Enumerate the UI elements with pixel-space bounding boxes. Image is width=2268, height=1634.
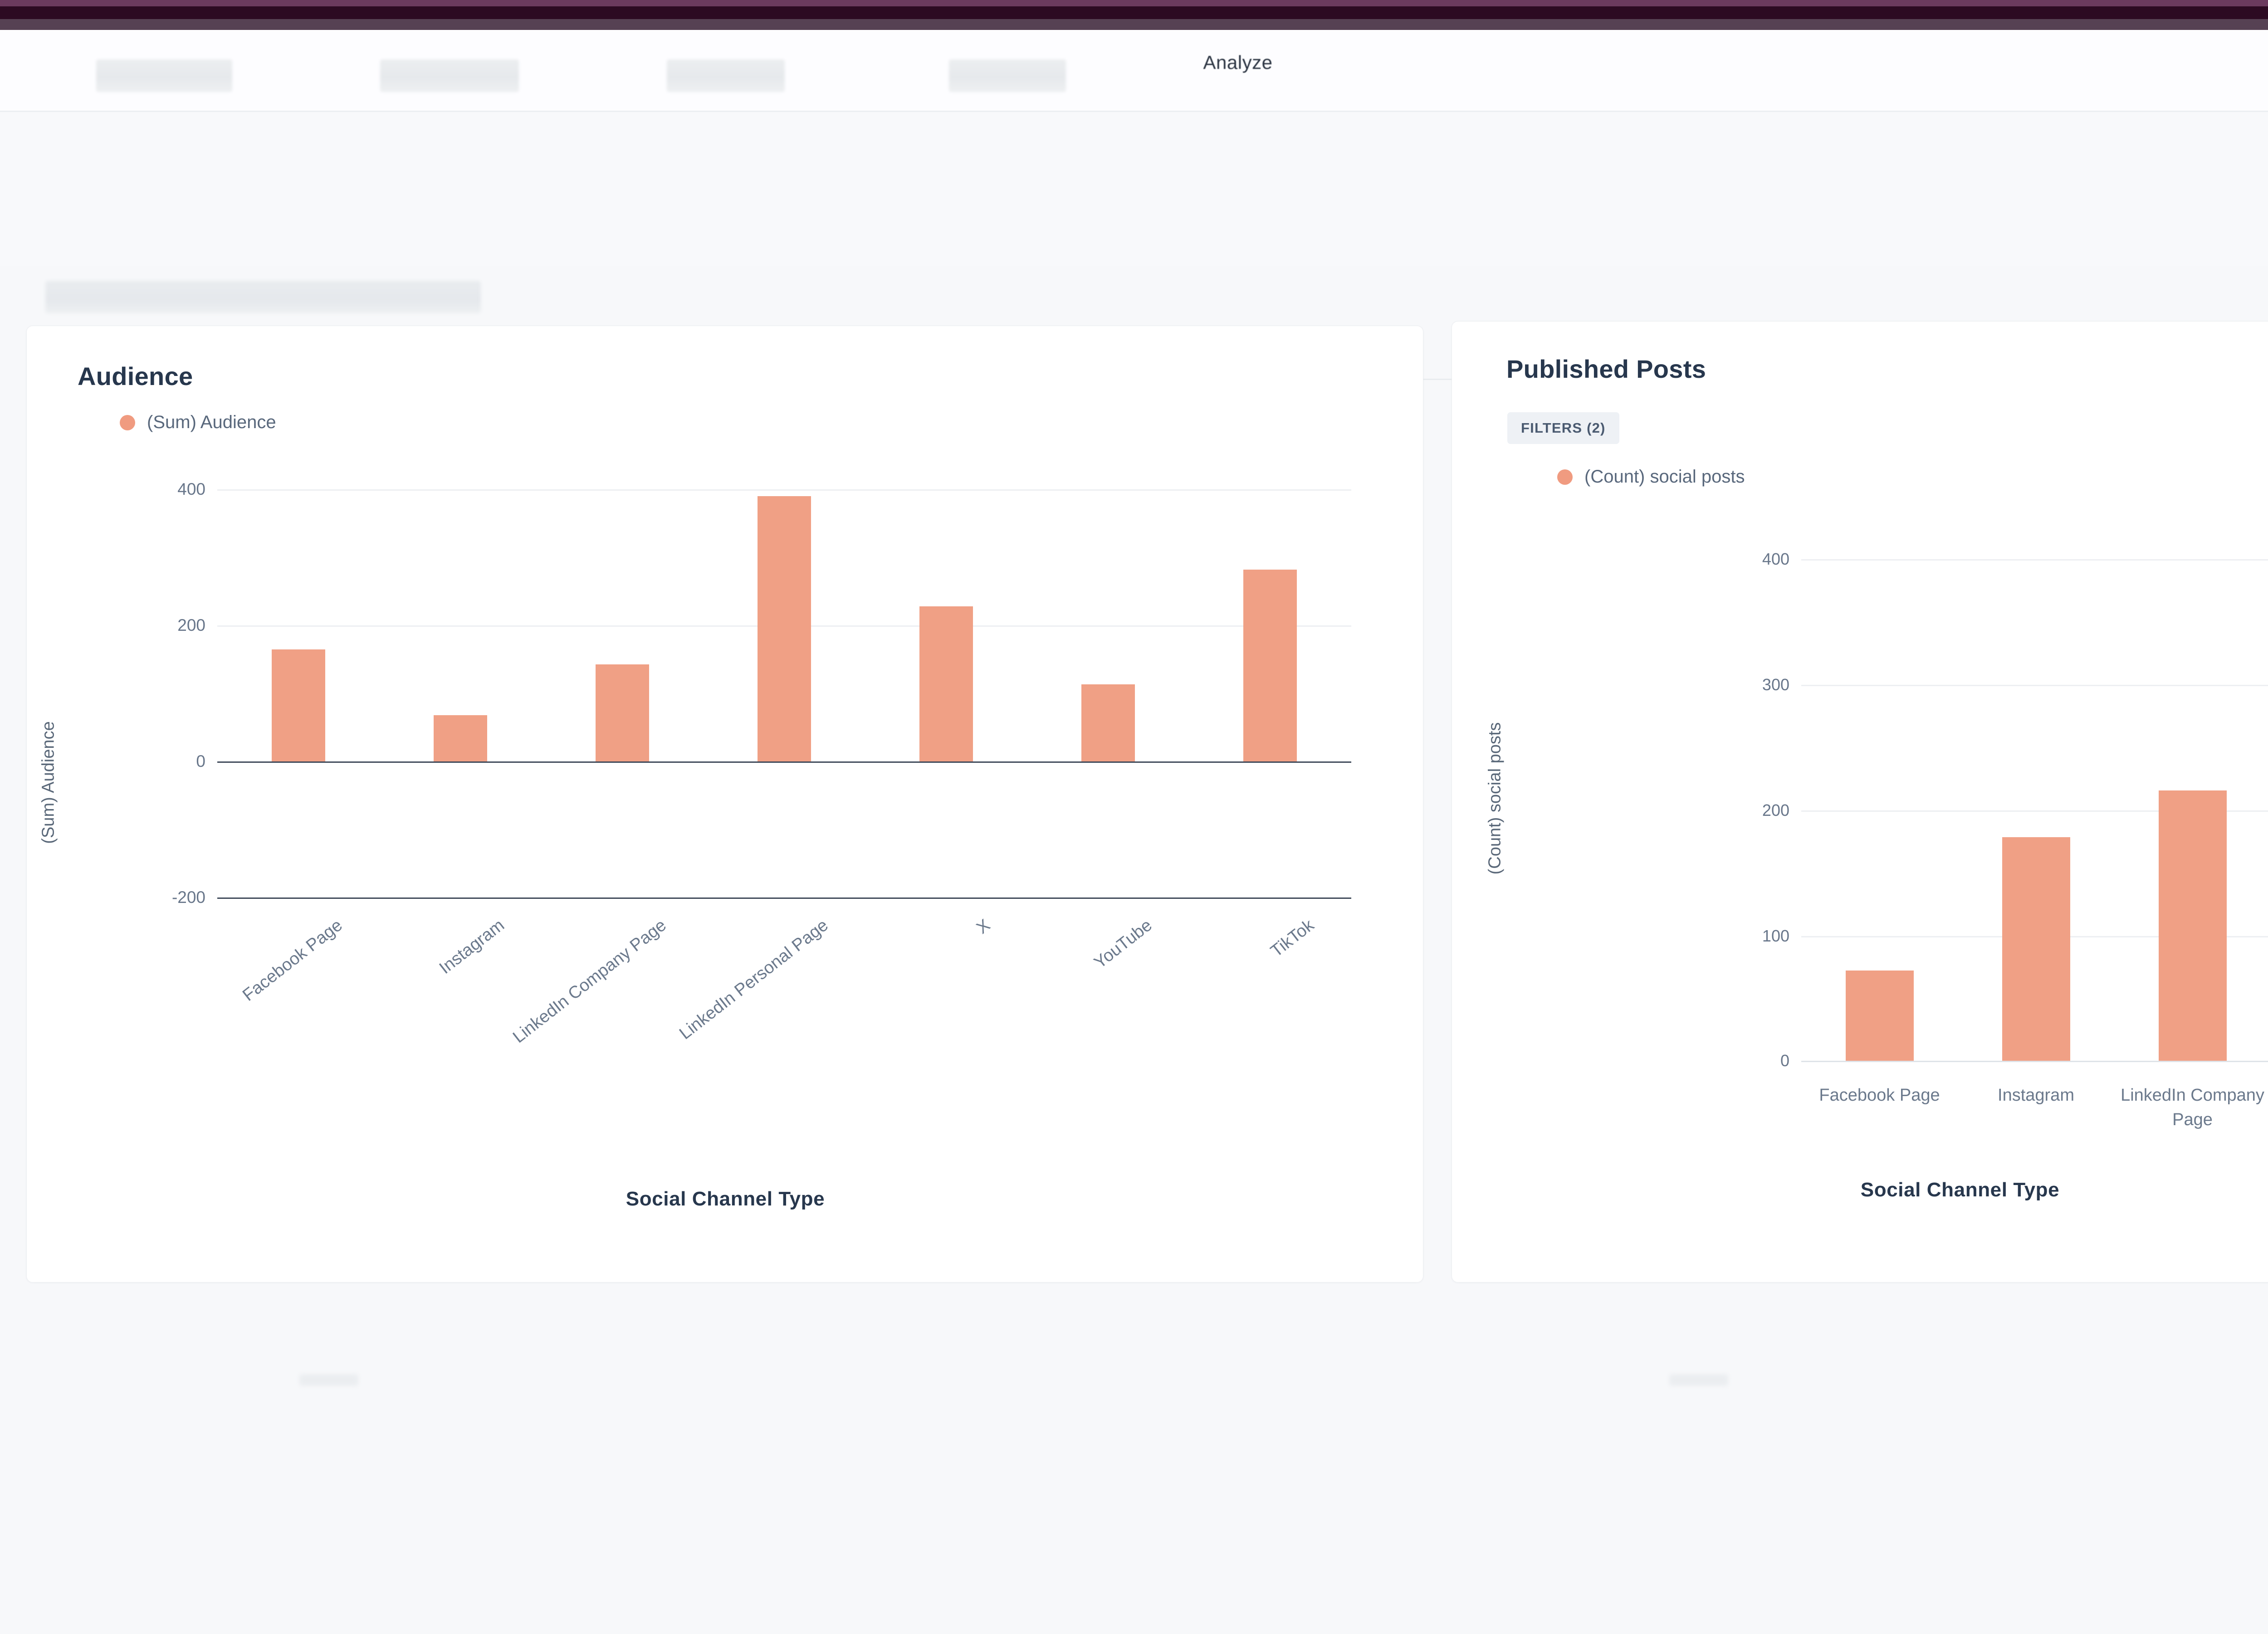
audience-xlabel-linkedin-company-page: LinkedIn Company Page bbox=[509, 916, 670, 1047]
published-posts-card-title: Published Posts bbox=[1506, 355, 1706, 383]
posts-ytick-100: 100 bbox=[1762, 927, 1789, 945]
posts-ytick-300: 300 bbox=[1762, 675, 1789, 694]
redacted-label-block bbox=[96, 59, 232, 92]
published-posts-legend-label: (Count) social posts bbox=[1584, 467, 1745, 487]
bottom-ghost-element-left bbox=[299, 1374, 358, 1386]
audience-xlabel-facebook-page: Facebook Page bbox=[239, 916, 346, 1005]
posts-bar-slot bbox=[2114, 521, 2268, 1061]
gridline-200 bbox=[1801, 810, 2268, 812]
nav-tab-redacted-1[interactable] bbox=[96, 56, 232, 95]
posts-bar-instagram[interactable] bbox=[2002, 837, 2070, 1061]
nav-tab-redacted-4[interactable] bbox=[949, 56, 1066, 95]
audience-bar-slot bbox=[703, 489, 865, 761]
published-posts-x-tick-labels: Facebook Page Instagram LinkedIn Company… bbox=[1801, 1083, 2268, 1132]
browser-chrome-accent-strip bbox=[0, 0, 2268, 6]
audience-legend-label: (Sum) Audience bbox=[147, 412, 276, 432]
audience-xlabel-linkedin-personal-page: LinkedIn Personal Page bbox=[676, 916, 832, 1044]
audience-xlabel-x: X bbox=[973, 916, 994, 938]
published-posts-chart-card: Published Posts FILTERS (2) (Count) soci… bbox=[1452, 321, 2268, 1283]
posts-bar-linkedin-company-page[interactable] bbox=[2158, 790, 2227, 1061]
audience-bar-slot bbox=[379, 489, 541, 761]
published-posts-bar-group bbox=[1801, 521, 2268, 1061]
audience-bar-slot bbox=[865, 489, 1027, 761]
audience-bar-youtube[interactable] bbox=[1081, 684, 1135, 761]
nav-divider bbox=[0, 111, 2268, 112]
nav-tab-analyze-label: Analyze bbox=[1203, 52, 1273, 73]
nav-tab-list: Analyze bbox=[0, 30, 2268, 122]
bottom-ghost-element-right bbox=[1669, 1374, 1728, 1386]
gridline-300 bbox=[1801, 685, 2268, 686]
audience-bar-linkedin-personal-page[interactable] bbox=[757, 496, 811, 761]
posts-ytick-200: 200 bbox=[1762, 801, 1789, 819]
filters-badge[interactable]: FILTERS (2) bbox=[1507, 412, 1619, 444]
audience-chart-card: Audience (Sum) Audience (Sum) Audience 4… bbox=[26, 326, 1423, 1283]
audience-plot-area: 400 200 0 -200 Facebook Page Instagram L… bbox=[172, 480, 1351, 1102]
audience-x-axis-title: Social Channel Type bbox=[626, 1188, 825, 1210]
redacted-label-block bbox=[380, 59, 519, 92]
published-posts-x-axis-title: Social Channel Type bbox=[1860, 1179, 2060, 1201]
browser-chrome-lower-strip bbox=[0, 19, 2268, 30]
audience-legend[interactable]: (Sum) Audience bbox=[120, 412, 276, 433]
page-title-redacted bbox=[45, 281, 481, 313]
posts-xlabel-instagram: Instagram bbox=[1998, 1086, 2074, 1105]
audience-bar-x[interactable] bbox=[919, 606, 973, 761]
audience-ytick-minus200: -200 bbox=[171, 888, 205, 907]
axis-baseline-zero bbox=[1801, 1061, 2268, 1062]
redacted-label-block bbox=[667, 59, 785, 92]
posts-ytick-400: 400 bbox=[1762, 550, 1789, 568]
audience-bar-instagram[interactable] bbox=[433, 715, 487, 761]
gridline-400 bbox=[1801, 559, 2268, 561]
legend-color-dot bbox=[120, 415, 135, 430]
page-header-region bbox=[0, 112, 2268, 380]
published-posts-plot-area: 400 300 200 100 0 Facebook Page Instagra… bbox=[1762, 521, 2268, 1156]
posts-xlabel-facebook-page: Facebook Page bbox=[1819, 1086, 1940, 1105]
nav-tab-redacted-3[interactable] bbox=[667, 56, 785, 95]
posts-ytick-0: 0 bbox=[1780, 1051, 1789, 1070]
audience-ytick-200: 200 bbox=[177, 616, 205, 634]
audience-card-title: Audience bbox=[78, 362, 193, 390]
audience-ytick-400: 400 bbox=[177, 480, 205, 498]
posts-bar-slot bbox=[1801, 521, 1958, 1061]
audience-bar-slot bbox=[1027, 489, 1189, 761]
browser-chrome-dark-strip bbox=[0, 6, 2268, 19]
posts-bar-facebook-page[interactable] bbox=[1845, 971, 1914, 1061]
audience-xlabel-tiktok: TikTok bbox=[1267, 916, 1318, 961]
axis-baseline-zero bbox=[217, 761, 1351, 763]
legend-color-dot bbox=[1557, 469, 1573, 485]
posts-bar-slot bbox=[1958, 521, 2114, 1061]
audience-bar-facebook-page[interactable] bbox=[271, 649, 325, 761]
audience-xlabel-instagram: Instagram bbox=[435, 916, 508, 978]
gridline-400 bbox=[217, 489, 1351, 491]
gridline-minus-200 bbox=[217, 897, 1351, 899]
nav-tab-analyze[interactable]: Analyze bbox=[1119, 52, 1356, 122]
audience-bar-tiktok[interactable] bbox=[1243, 570, 1297, 761]
audience-ytick-0: 0 bbox=[196, 752, 205, 771]
nav-tab-redacted-2[interactable] bbox=[380, 56, 519, 95]
audience-bar-slot bbox=[1189, 489, 1351, 761]
audience-xlabel-youtube: YouTube bbox=[1090, 916, 1156, 973]
audience-bar-slot bbox=[217, 489, 379, 761]
redacted-label-block bbox=[949, 59, 1066, 92]
audience-y-axis-title: (Sum) Audience bbox=[39, 721, 58, 844]
posts-xlabel-linkedin-company-page: LinkedIn Company Page bbox=[2121, 1086, 2264, 1129]
audience-bar-slot bbox=[541, 489, 703, 761]
audience-bar-linkedin-company-page[interactable] bbox=[595, 664, 649, 761]
published-posts-legend[interactable]: (Count) social posts bbox=[1557, 467, 1745, 487]
audience-bar-group bbox=[217, 489, 1351, 761]
published-posts-y-axis-title: (Count) social posts bbox=[1485, 722, 1505, 875]
primary-nav-bar: Analyze bbox=[0, 30, 2268, 122]
